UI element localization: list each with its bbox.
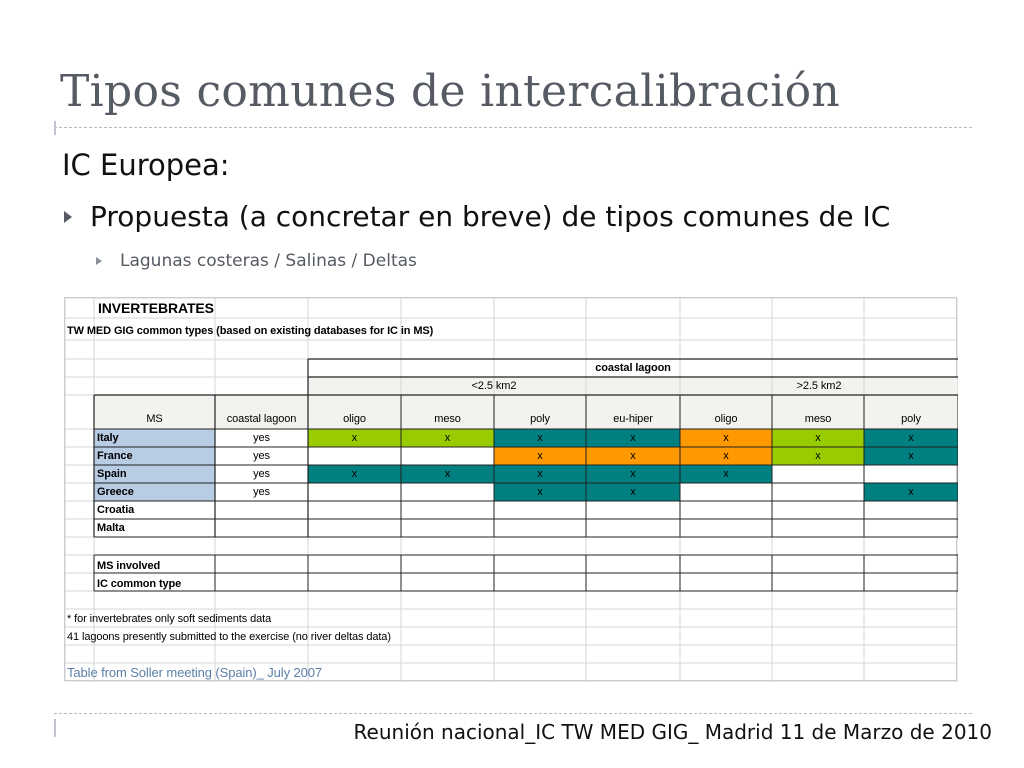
data-cell-fill — [772, 447, 864, 465]
data-cell-fill — [308, 429, 401, 447]
footer-divider-tick — [54, 719, 62, 737]
ms-cell-fill — [94, 447, 215, 465]
data-cell-fill — [401, 429, 494, 447]
data-cell-mark: x — [908, 432, 914, 444]
table-title: INVERTEBRATES — [98, 300, 214, 316]
size-small-header: <2.5 km2 — [471, 380, 517, 392]
data-cell-fill — [772, 429, 864, 447]
ms-cell-fill — [94, 483, 215, 501]
ms-name-cell: France — [97, 450, 133, 462]
column-header-fill — [94, 395, 958, 429]
bullet-level-2: Lagunas costeras / Salinas / Deltas — [96, 251, 417, 271]
data-cell-mark: x — [537, 432, 543, 444]
data-cell-fill — [586, 447, 680, 465]
ms-name-cell: Croatia — [97, 504, 135, 516]
data-cell-fill — [308, 465, 401, 483]
data-cell-mark: x — [630, 486, 636, 498]
data-cell-mark: x — [908, 486, 914, 498]
section-heading: IC Europea: — [62, 148, 230, 182]
data-cell-mark: x — [630, 450, 636, 462]
table-grid — [65, 298, 958, 682]
title-divider — [54, 127, 972, 128]
data-cell-mark: x — [723, 450, 729, 462]
coastal-lagoon-cell: yes — [253, 432, 270, 444]
data-cell-mark: x — [630, 468, 636, 480]
data-cell-fill — [680, 429, 772, 447]
column-header-poly: poly — [530, 413, 550, 425]
data-cell-mark: x — [537, 450, 543, 462]
data-cell-mark: x — [815, 432, 821, 444]
data-cell-mark: x — [723, 468, 729, 480]
bullet-1-text: Propuesta (a concretar en breve) de tipo… — [90, 200, 891, 233]
ms-cell-fill — [94, 429, 215, 447]
data-cell-fill — [494, 483, 586, 501]
data-cell-fill — [864, 429, 958, 447]
column-header-eu-hiper: eu-hiper — [613, 413, 653, 425]
data-cell-fill — [680, 447, 772, 465]
table-note-soft-sediments: * for invertebrates only soft sediments … — [67, 613, 272, 625]
bullet-arrow-icon — [64, 210, 72, 223]
data-cell-fill — [401, 465, 494, 483]
coastal-lagoon-cell: yes — [253, 486, 270, 498]
data-cell-fill — [586, 429, 680, 447]
data-cell-fill — [586, 483, 680, 501]
slide-footer: Reunión nacional_IC TW MED GIG_ Madrid 1… — [353, 720, 992, 744]
data-cell-mark: x — [351, 432, 358, 444]
data-cell-fill — [864, 483, 958, 501]
header-coastal-lagoon: coastal lagoon — [226, 413, 297, 425]
data-cell-mark: x — [537, 486, 543, 498]
data-cell-fill — [494, 465, 586, 483]
ms-name-cell: Greece — [97, 486, 134, 498]
data-cell-fill — [680, 465, 772, 483]
size-large-header: >2.5 km2 — [796, 380, 842, 392]
data-cell-mark: x — [351, 468, 358, 480]
column-header-oligo: oligo — [714, 413, 738, 425]
data-cell-fill — [864, 447, 958, 465]
footer-divider — [54, 713, 972, 714]
coastal-lagoon-cell: yes — [253, 450, 270, 462]
slide-title: Tipos comunes de intercalibración — [60, 66, 841, 117]
table-source: Table from Soller meeting (Spain)_ July … — [67, 665, 323, 680]
data-cell-fill — [586, 465, 680, 483]
ms-cell-fill — [94, 465, 215, 483]
data-cell-mark: x — [815, 450, 821, 462]
row-ic-common-type: IC common type — [97, 578, 182, 590]
ms-name-cell: Spain — [97, 468, 127, 480]
header-ms: MS — [146, 413, 163, 425]
column-header-poly: poly — [901, 413, 921, 425]
bullet-arrow-small-icon — [96, 257, 102, 265]
data-cell-fill — [494, 447, 586, 465]
size-header-fill — [308, 377, 958, 395]
data-cell-mark: x — [723, 432, 729, 444]
data-cell-mark: x — [908, 450, 914, 462]
column-header-oligo: oligo — [343, 413, 366, 425]
table-subtitle: TW MED GIG common types (based on existi… — [67, 325, 434, 337]
column-header-meso: meso — [434, 413, 461, 425]
data-cell-mark: x — [537, 468, 543, 480]
group-header-coastal-lagoon: coastal lagoon — [595, 362, 671, 374]
ms-name-cell: Malta — [97, 522, 125, 534]
data-cell-mark: x — [444, 468, 451, 480]
title-divider-tick — [54, 121, 62, 135]
data-cell-mark: x — [630, 432, 636, 444]
data-cell-mark: x — [444, 432, 451, 444]
invertebrates-table: INVERTEBRATES TW MED GIG common types (b… — [64, 297, 958, 682]
bullet-2-text: Lagunas costeras / Salinas / Deltas — [120, 251, 417, 271]
table-note-lagoons-submitted: 41 lagoons presently submitted to the ex… — [67, 631, 391, 643]
bullet-level-1: Propuesta (a concretar en breve) de tipo… — [64, 200, 890, 233]
data-cell-fill — [494, 429, 586, 447]
column-header-meso: meso — [804, 413, 832, 425]
ms-name-cell: Italy — [97, 432, 119, 444]
row-ms-involved: MS involved — [97, 560, 161, 572]
coastal-lagoon-cell: yes — [253, 468, 270, 480]
